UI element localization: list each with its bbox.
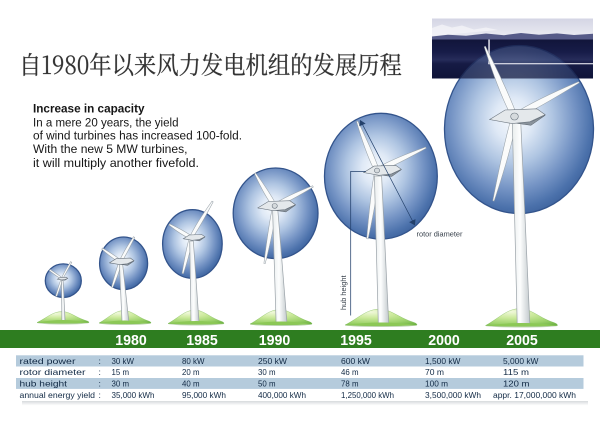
svg-text:1,250,000 kWh: 1,250,000 kWh [341, 390, 394, 400]
svg-text:46 m: 46 m [341, 367, 359, 377]
svg-text:80 kW: 80 kW [182, 356, 205, 366]
svg-text:70 m: 70 m [425, 367, 444, 377]
svg-text:5,000 kW: 5,000 kW [503, 356, 539, 366]
svg-text:2000: 2000 [428, 333, 460, 349]
svg-text:400,000 kWh: 400,000 kWh [258, 390, 306, 400]
svg-text:15 m: 15 m [112, 367, 130, 377]
svg-text:Increase in capacity: Increase in capacity [33, 102, 145, 116]
svg-text:3,500,000 kWh: 3,500,000 kWh [425, 390, 481, 400]
svg-text:50 m: 50 m [258, 379, 276, 389]
svg-text:rotor diameter: rotor diameter [20, 367, 86, 377]
svg-text:30 m: 30 m [258, 367, 276, 377]
svg-text:rotor diameter: rotor diameter [417, 230, 464, 239]
svg-text:30 m: 30 m [112, 379, 130, 389]
svg-text::: : [99, 390, 101, 400]
svg-text:35,000 kWh: 35,000 kWh [112, 390, 155, 400]
svg-text:100 m: 100 m [425, 379, 448, 389]
svg-text:annual energy yield: annual energy yield [20, 390, 96, 400]
svg-text:78 m: 78 m [341, 379, 359, 389]
svg-text:120 m: 120 m [503, 379, 530, 389]
svg-text:hub height: hub height [20, 379, 68, 389]
svg-text:hub height: hub height [339, 275, 348, 310]
svg-text:1995: 1995 [340, 333, 372, 349]
svg-text:40 m: 40 m [182, 379, 200, 389]
svg-text:it will multiply another fivef: it will multiply another fivefold. [33, 156, 199, 170]
svg-text:250 kW: 250 kW [258, 356, 288, 366]
svg-text:30 kW: 30 kW [112, 356, 135, 366]
svg-text:20 m: 20 m [182, 367, 200, 377]
svg-text:of wind turbines has increased: of wind turbines has increased 100-fold. [33, 129, 242, 143]
svg-text::: : [99, 356, 101, 366]
svg-text:2005: 2005 [506, 333, 538, 349]
svg-text:95,000 kWh: 95,000 kWh [182, 390, 226, 400]
svg-text:1980: 1980 [115, 333, 147, 349]
svg-text:115 m: 115 m [503, 367, 529, 377]
svg-text::: : [99, 379, 101, 389]
svg-text:appr. 17,000,000 kWh: appr. 17,000,000 kWh [493, 390, 576, 400]
svg-text:With the new 5 MW turbines,: With the new 5 MW turbines, [33, 142, 188, 156]
svg-text::: : [99, 367, 101, 377]
svg-text:1985: 1985 [186, 333, 218, 349]
svg-text:1,500 kW: 1,500 kW [425, 356, 461, 366]
svg-text:600 kW: 600 kW [341, 356, 371, 366]
svg-text:rated power: rated power [20, 356, 76, 366]
svg-text:In a mere 20 years, the yield: In a mere 20 years, the yield [33, 116, 179, 130]
svg-text:1990: 1990 [259, 333, 291, 349]
